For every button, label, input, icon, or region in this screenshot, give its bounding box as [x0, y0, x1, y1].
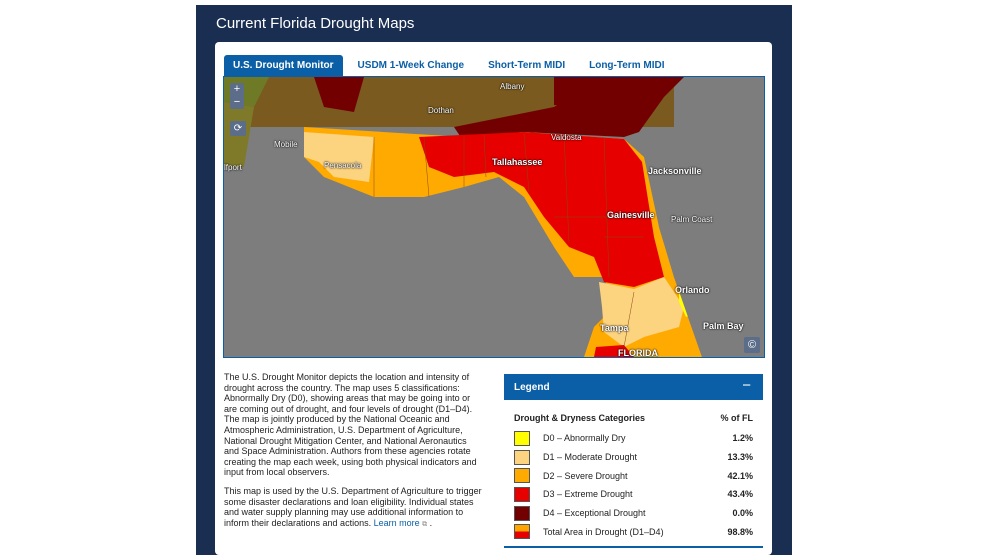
tab-short-term-midi[interactable]: Short-Term MIDI	[488, 60, 566, 71]
reset-view-icon[interactable]: ⟳	[230, 121, 246, 136]
legend-title: Legend	[514, 382, 550, 393]
description-paragraph: The U.S. Drought Monitor depicts the loc…	[224, 372, 477, 478]
legend-percent: 1.2%	[732, 433, 753, 444]
legend-label: D4 – Exceptional Drought	[543, 508, 646, 519]
legend-percent-header: % of FL	[720, 413, 754, 423]
place-label: Tampa	[600, 323, 629, 333]
legend-column-headers: Drought & Dryness Categories % of FL	[504, 400, 763, 429]
legend-swatch	[514, 449, 530, 465]
legend-label: D0 – Abnormally Dry	[543, 433, 626, 444]
map-tabs: U.S. Drought Monitor USDM 1-Week Change …	[224, 55, 679, 76]
place-label: FLORIDA	[618, 348, 658, 358]
place-label: Gainesville	[607, 210, 655, 220]
legend-percent: 98.8%	[727, 526, 753, 537]
external-link-icon: ⧉	[422, 520, 428, 528]
legend-percent: 13.3%	[727, 452, 753, 463]
zoom-out-button[interactable]: −	[233, 96, 241, 108]
legend-row-d3: D3 – Extreme Drought 43.4%	[504, 485, 763, 504]
place-label: Mobile	[274, 140, 298, 149]
legend-percent: 43.4%	[727, 489, 753, 500]
legend-percent: 42.1%	[727, 470, 753, 481]
legend-row-d4: D4 – Exceptional Drought 0.0%	[504, 504, 763, 523]
tab-usdm-1-week-change[interactable]: USDM 1-Week Change	[357, 60, 465, 71]
legend-row-total: Total Area in Drought (D1–D4) 98.8%	[504, 522, 763, 541]
place-label: Valdosta	[551, 133, 582, 142]
zoom-control: + −	[230, 83, 244, 109]
legend-label: D1 – Moderate Drought	[543, 452, 638, 463]
legend-swatch	[514, 486, 530, 502]
drought-map[interactable]: + − ⟳ © Albany Dothan Valdosta Mobile Pe…	[223, 76, 765, 358]
place-label: Albany	[500, 82, 525, 91]
map-canvas	[224, 77, 764, 357]
legend-swatch	[514, 468, 530, 484]
legend-row-d2: D2 – Severe Drought 42.1%	[504, 466, 763, 485]
map-description: The U.S. Drought Monitor depicts the loc…	[224, 372, 482, 538]
legend-row-d0: D0 – Abnormally Dry 1.2%	[504, 429, 763, 448]
legend-percent: 0.0%	[732, 508, 753, 519]
legend-divider	[504, 546, 763, 548]
place-label: Palm Bay	[703, 321, 744, 331]
legend-label: D2 – Severe Drought	[543, 470, 628, 481]
legend-swatch	[514, 505, 530, 521]
legend-panel: Legend − Drought & Dryness Categories % …	[504, 374, 763, 548]
zoom-in-button[interactable]: +	[233, 83, 241, 95]
legend-label: D3 – Extreme Drought	[543, 489, 633, 500]
legend-label: Total Area in Drought (D1–D4)	[543, 526, 664, 537]
description-paragraph: This map is used by the U.S. Department …	[224, 485, 482, 528]
tab-long-term-midi[interactable]: Long-Term MIDI	[589, 60, 665, 71]
drought-card: U.S. Drought Monitor USDM 1-Week Change …	[215, 42, 772, 555]
place-label: Pensacola	[324, 161, 362, 170]
legend-header[interactable]: Legend −	[504, 374, 763, 400]
tab-us-drought-monitor[interactable]: U.S. Drought Monitor	[224, 55, 343, 76]
copyright-icon[interactable]: ©	[744, 337, 760, 353]
place-label: Dothan	[428, 106, 454, 115]
drought-maps-panel: Current Florida Drought Maps U.S. Drough…	[196, 5, 792, 555]
place-label: Jacksonville	[648, 166, 702, 176]
legend-row-d1: D1 – Moderate Drought 13.3%	[504, 448, 763, 467]
place-label: Orlando	[675, 285, 710, 295]
legend-swatch	[514, 430, 530, 446]
place-label: lfport	[224, 163, 242, 172]
legend-swatch-total	[514, 524, 530, 540]
place-label: Tallahassee	[492, 157, 543, 167]
collapse-icon[interactable]: −	[742, 377, 751, 394]
learn-more-link[interactable]: Learn more ⧉	[373, 517, 428, 528]
place-label: Palm Coast	[671, 215, 713, 224]
panel-title: Current Florida Drought Maps	[216, 15, 415, 32]
legend-category-header: Drought & Dryness Categories	[514, 413, 646, 423]
